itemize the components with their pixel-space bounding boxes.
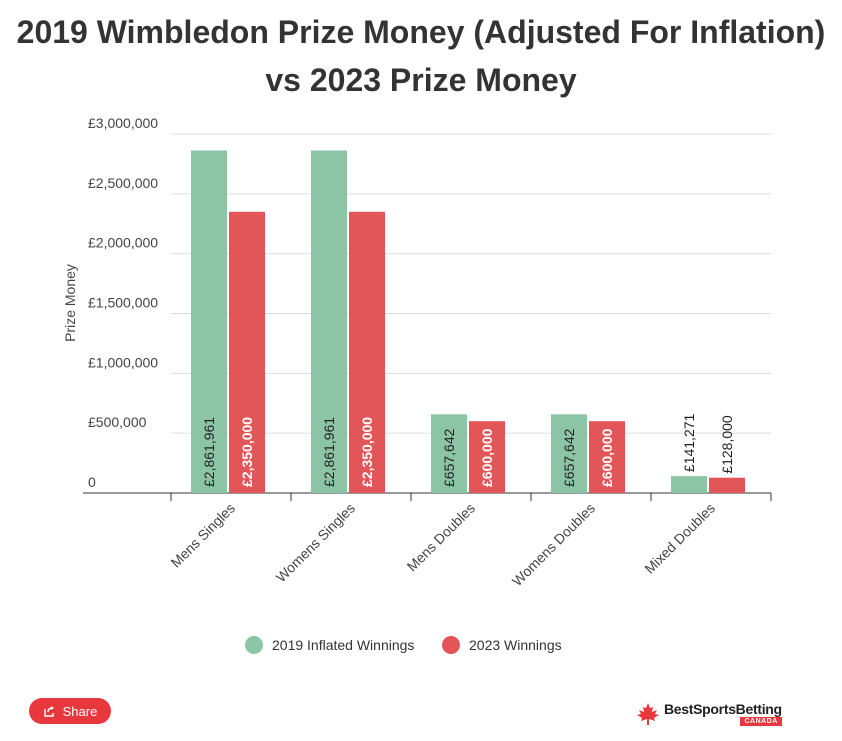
y-tick-label: £3,000,000 [88, 115, 158, 131]
bar [349, 211, 385, 494]
legend-label: 2019 Inflated Winnings [272, 637, 414, 653]
y-tick-label: £1,500,000 [88, 295, 158, 311]
bar [431, 414, 467, 493]
x-tick-label: Womens Singles [273, 500, 358, 585]
chart-title: 2019 Wimbledon Prize Money (Adjusted For… [0, 8, 842, 104]
data-label: £2,350,000 [359, 417, 375, 487]
x-tick-label: Mens Doubles [404, 500, 479, 575]
data-label: £2,350,000 [239, 417, 255, 487]
legend-swatch [245, 636, 263, 654]
data-label: £2,861,961 [201, 417, 217, 487]
bar [551, 414, 587, 493]
chart-title-line-1: 2019 Wimbledon Prize Money (Adjusted For… [16, 14, 826, 50]
maple-leaf-icon [636, 702, 660, 726]
legend-label: 2023 Winnings [469, 637, 562, 653]
y-tick-label: £500,000 [88, 414, 147, 430]
data-label: £2,861,961 [321, 417, 337, 487]
data-label: £141,271 [681, 413, 697, 472]
x-tick-label: Womens Doubles [509, 500, 598, 589]
brand-logo[interactable]: BestSportsBetting CANADA [636, 700, 782, 728]
bar [229, 211, 265, 494]
brand-name: BestSportsBetting [664, 701, 782, 717]
y-tick-label: £2,000,000 [88, 235, 158, 251]
y-axis-title: Prize Money [62, 264, 78, 342]
data-label: £128,000 [719, 415, 735, 474]
share-icon [43, 705, 55, 717]
bar [191, 150, 227, 493]
data-label: £657,642 [561, 428, 577, 487]
bar-chart: 0 £500,000 £1,000,000 £1,500,000 £2,000,000 £… [62, 115, 772, 654]
chart-title-line-2: vs 2023 Prize Money [265, 62, 577, 98]
brand-sub: CANADA [740, 717, 782, 726]
data-label: £600,000 [599, 428, 615, 487]
bar [709, 477, 745, 493]
data-label: £657,642 [441, 428, 457, 487]
x-tick-label: Mens Singles [167, 500, 238, 571]
bar [311, 150, 347, 493]
data-label: £600,000 [479, 428, 495, 487]
bar [469, 421, 505, 493]
y-tick-label: 0 [88, 474, 96, 490]
bar [589, 421, 625, 493]
legend-swatch [442, 636, 460, 654]
y-tick-label: £2,500,000 [88, 175, 158, 191]
share-label: Share [62, 703, 98, 719]
bar [671, 476, 707, 493]
x-tick-label: Mixed Doubles [641, 500, 718, 577]
y-tick-label: £1,000,000 [88, 354, 158, 370]
share-button[interactable]: Share [29, 698, 111, 724]
